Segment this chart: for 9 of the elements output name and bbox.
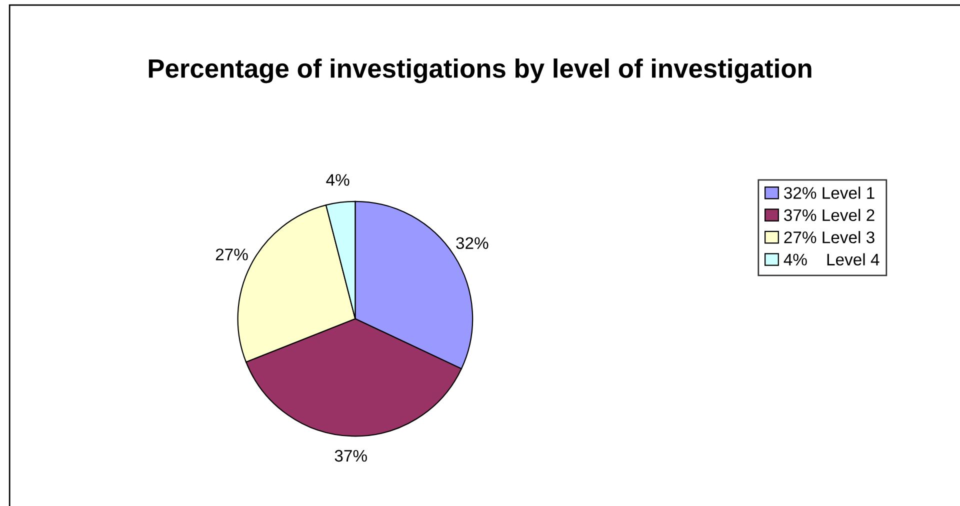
- chart-title: Percentage of investigations by level of investigation: [148, 58, 812, 84]
- data-label: 37%: [334, 450, 367, 462]
- data-label: 27%: [216, 248, 248, 260]
- legend-label: 37% Level 2: [784, 208, 874, 222]
- legend-label: 27% Level 3: [784, 231, 874, 244]
- data-label: 4%: [326, 174, 350, 186]
- legend-label: 4% Level 4: [784, 253, 880, 266]
- legend-label: 32% Level 1: [784, 186, 874, 199]
- data-label: 32%: [456, 237, 488, 250]
